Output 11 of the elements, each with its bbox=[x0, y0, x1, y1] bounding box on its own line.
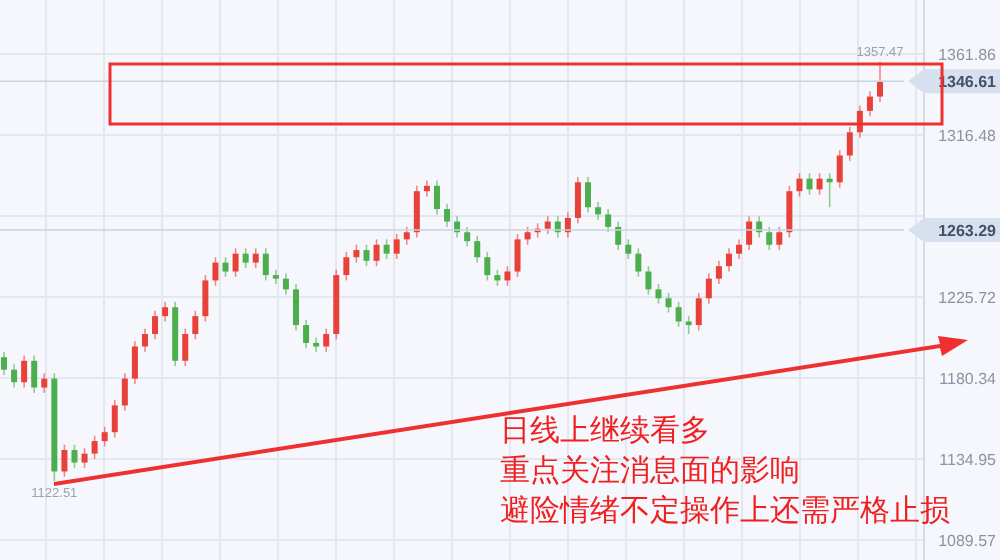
annotation: 重点关注消息面的影响 bbox=[500, 454, 800, 488]
annotation: 日线上继续看多 bbox=[500, 414, 710, 448]
y-tick-label: 1180.34 bbox=[939, 370, 998, 389]
ref-line-label: 1263.29 bbox=[938, 221, 998, 240]
y-tick-label: 1225.72 bbox=[938, 289, 998, 308]
y-tick-label: 1316.48 bbox=[938, 126, 998, 145]
annotation: 避险情绪不定操作上还需严格止损 bbox=[500, 494, 950, 528]
y-tick-label: 1134.95 bbox=[939, 451, 998, 470]
y-tick-label: 1089.57 bbox=[938, 532, 998, 551]
candlestick bbox=[423, 179, 430, 198]
y-tick-label: 1361.86 bbox=[938, 45, 998, 64]
